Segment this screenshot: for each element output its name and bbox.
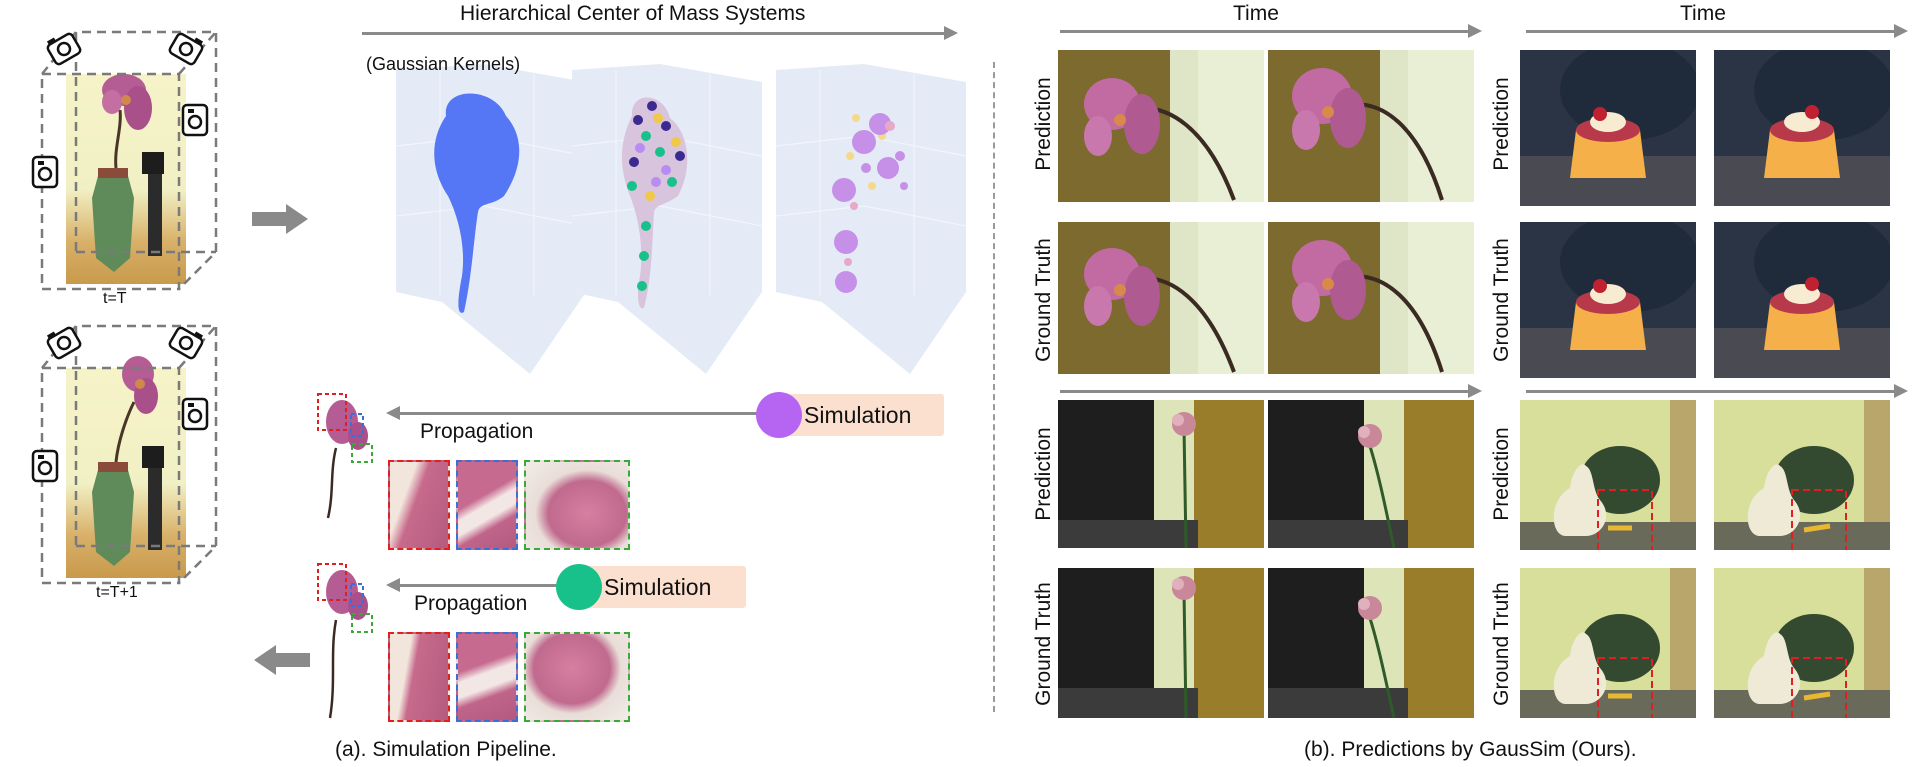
caption-a: (a). Simulation Pipeline. (335, 738, 557, 761)
small-flower-2 (316, 562, 380, 727)
group-arrow-head-left (1468, 384, 1482, 398)
zoom-crop-blue-1 (456, 460, 518, 550)
photo-pear-ground-truth-1 (1520, 568, 1696, 718)
photo-carnation-prediction-2 (1268, 400, 1474, 548)
row-label-prediction: Prediction (1490, 77, 1513, 171)
hierarchy-arrow-line (362, 32, 946, 35)
simulation-dot-green (556, 564, 602, 610)
time-label-left: Time (1233, 2, 1279, 25)
gaussian-panel-1 (384, 56, 594, 391)
scene-box-bottom (38, 322, 228, 587)
photo-orchid-prediction-2 (1268, 50, 1474, 202)
hierarchical-title: Hierarchical Center of Mass Systems (460, 2, 806, 25)
zoom-crop-green-1 (524, 460, 630, 550)
zoom-crop-red-1 (388, 460, 450, 550)
simulation-pill-2 (576, 566, 746, 608)
time-t-label: t=T (103, 290, 127, 307)
photo-pear-ground-truth-2 (1714, 568, 1890, 718)
scene-cube-top (40, 30, 218, 291)
time-label-right: Time (1680, 2, 1726, 25)
photo-pear-prediction-2 (1714, 400, 1890, 550)
camera-icon (30, 152, 60, 197)
row-label-ground-truth: Ground Truth (1490, 238, 1513, 362)
gaussian-kernels-label: (Gaussian Kernels) (366, 54, 521, 74)
caption-b: (b). Predictions by GausSim (Ours). (1304, 738, 1637, 761)
group-arrow-line-right (1526, 390, 1896, 393)
photo-carnation-prediction-1 (1058, 400, 1264, 548)
propagation-arrow-line-2 (398, 584, 560, 587)
propagation-arrow-line-1 (398, 412, 764, 415)
camera-icon (44, 324, 84, 367)
propagation-arrow-head-2 (386, 578, 400, 592)
photo-carnation-ground-truth-1 (1058, 568, 1264, 718)
time-arrow-line-right (1526, 30, 1896, 33)
zoom-crop-green-2 (524, 632, 630, 722)
hierarchy-arrow-head (944, 26, 958, 40)
simulation-pill-1 (776, 394, 944, 436)
small-flower-1 (316, 392, 380, 527)
simulation-label-1: Simulation (804, 402, 912, 428)
time-arrow-line-left (1060, 30, 1470, 33)
scene-cube-bottom (40, 324, 218, 585)
photo-pudding-prediction-2 (1714, 50, 1890, 206)
photo-pudding-ground-truth-2 (1714, 222, 1890, 378)
group-arrow-line-left (1060, 390, 1470, 393)
photo-pudding-prediction-1 (1520, 50, 1696, 206)
time-arrow-head-left (1468, 24, 1482, 38)
simulation-dot-purple (756, 392, 802, 438)
photo-orchid-ground-truth-2 (1268, 222, 1474, 374)
zoom-crop-red-2 (388, 632, 450, 722)
camera-icon (166, 324, 206, 367)
row-label-ground-truth: Ground Truth (1032, 238, 1055, 362)
row-label-prediction: Prediction (1032, 427, 1055, 521)
gaussian-panel-2 (560, 56, 770, 391)
camera-icon (180, 394, 210, 439)
group-arrow-head-right (1894, 384, 1908, 398)
propagation-label-2: Propagation (414, 592, 528, 615)
row-label-prediction: Prediction (1490, 427, 1513, 521)
gaussian-panel-3 (764, 56, 974, 391)
backward-block-arrow (252, 645, 310, 680)
section-divider (993, 62, 995, 712)
photo-pear-prediction-1 (1520, 400, 1696, 550)
photo-pudding-ground-truth-1 (1520, 222, 1696, 378)
photo-carnation-ground-truth-2 (1268, 568, 1474, 718)
simulation-label-2: Simulation (604, 574, 712, 600)
camera-icon (44, 30, 84, 73)
propagation-arrow-head-1 (386, 406, 400, 420)
propagation-label-1: Propagation (420, 420, 534, 443)
row-label-prediction: Prediction (1032, 77, 1055, 171)
zoom-crop-blue-2 (456, 632, 518, 722)
camera-icon (30, 446, 60, 491)
time-arrow-head-right (1894, 24, 1908, 38)
photo-orchid-ground-truth-1 (1058, 222, 1264, 374)
camera-icon (166, 30, 206, 73)
camera-icon (180, 100, 210, 145)
forward-block-arrow (252, 204, 310, 239)
photo-orchid-prediction-1 (1058, 50, 1264, 202)
row-label-ground-truth: Ground Truth (1032, 582, 1055, 706)
scene-box-top (38, 28, 228, 293)
row-label-ground-truth: Ground Truth (1490, 582, 1513, 706)
time-t-plus-1-label: t=T+1 (96, 584, 138, 601)
